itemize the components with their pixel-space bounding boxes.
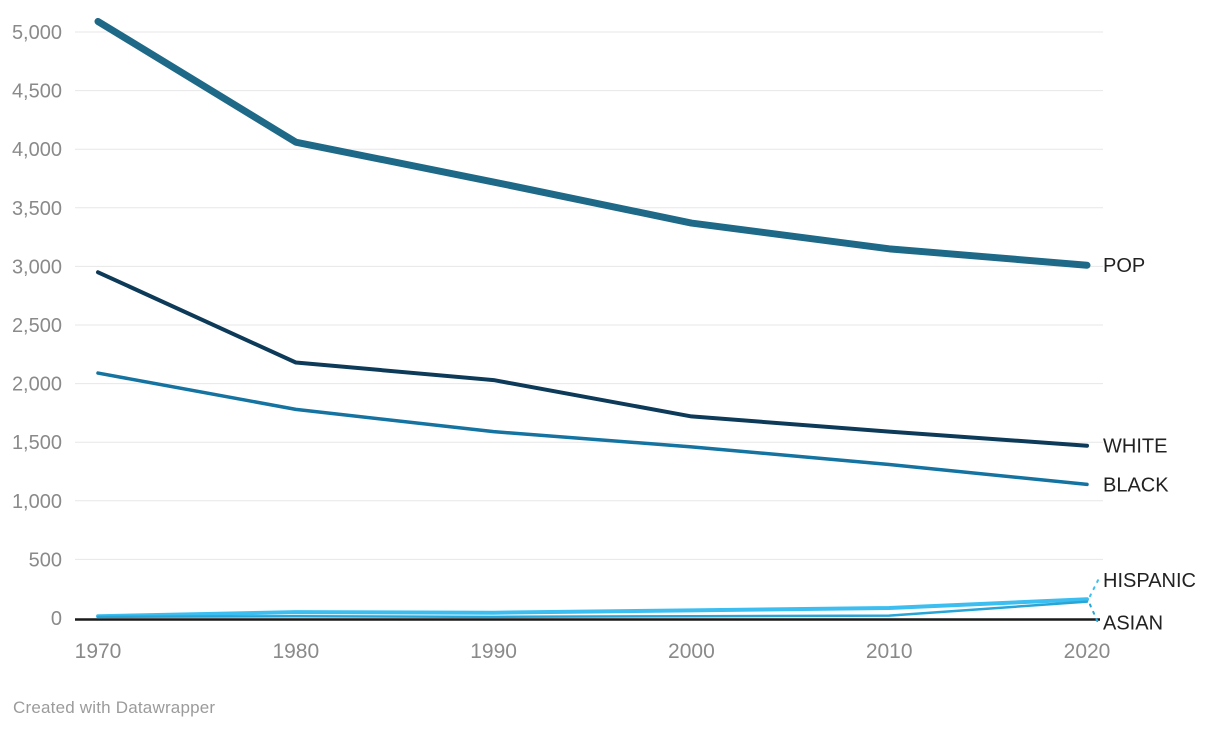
series-line-asian (96, 600, 1089, 619)
x-tick-label: 2010 (866, 640, 913, 663)
series-line-hispanic (96, 597, 1089, 619)
series-label-hispanic: HISPANIC (1103, 570, 1196, 592)
y-tick-label: 5,000 (12, 22, 62, 44)
chart-area: 0 500 1,000 1,500 2,000 2,500 3,000 3,500 4,000 4… (12, 17, 1196, 663)
datawrapper-credit: Created with Datawrapper (13, 698, 216, 717)
y-tick-label: 4,500 (12, 81, 62, 103)
leader-line-hispanic (1089, 579, 1099, 598)
y-tick-label: 3,500 (12, 198, 62, 220)
x-tick-label: 1970 (75, 640, 122, 663)
x-tick-label: 1980 (272, 640, 319, 663)
series-label-pop: POP (1103, 255, 1145, 277)
x-tick-label: 1990 (470, 640, 517, 663)
series-label-white: WHITE (1103, 436, 1167, 458)
y-tick-label: 500 (29, 549, 62, 571)
y-tick-label: 1,000 (12, 491, 62, 513)
series-label-black: BLACK (1103, 474, 1169, 496)
y-tick-label: 2,500 (12, 315, 62, 337)
y-tick-label: 3,000 (12, 256, 62, 278)
leader-line-asian (1089, 603, 1099, 624)
y-tick-label: 4,000 (12, 139, 62, 161)
y-tick-label: 0 (51, 608, 62, 630)
series-label-asian: ASIAN (1103, 613, 1163, 635)
x-tick-label: 2020 (1064, 640, 1111, 663)
series-line-white (96, 270, 1089, 448)
x-tick-label: 2000 (668, 640, 715, 663)
series-line-black (96, 371, 1089, 487)
y-tick-label: 1,500 (12, 432, 62, 454)
line-chart: 0 500 1,000 1,500 2,000 2,500 3,000 3,500 4,000 4… (12, 17, 1196, 663)
series-line-pop (94, 17, 1091, 269)
y-tick-label: 2,000 (12, 374, 62, 396)
